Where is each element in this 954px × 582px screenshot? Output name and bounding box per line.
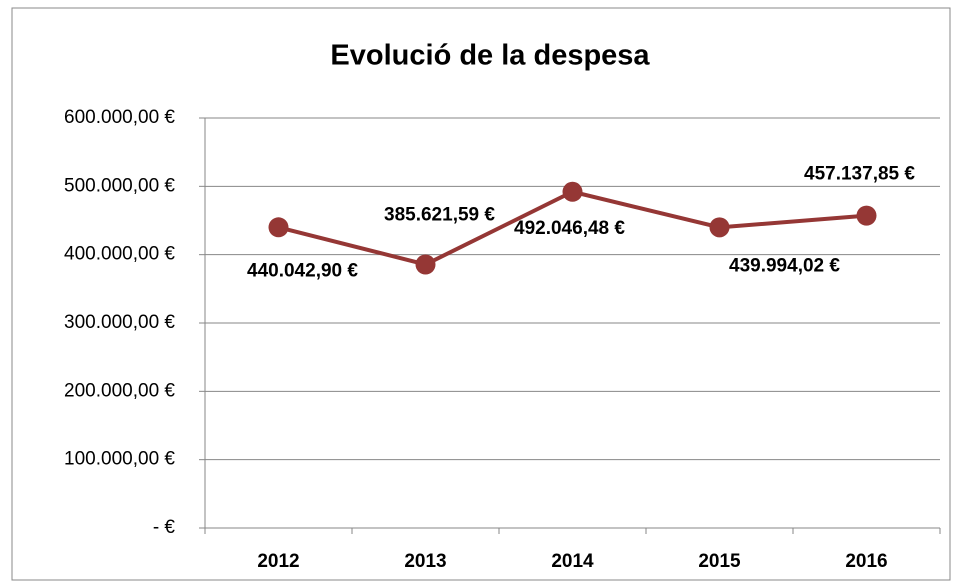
data-point: [415, 254, 436, 275]
data-point: [562, 181, 583, 202]
chart-frame: [11, 7, 951, 581]
y-tick-label: 200.000,00 €: [64, 380, 175, 401]
data-label: 439.994,02 €: [729, 255, 840, 276]
y-tick-label: - €: [153, 517, 176, 538]
x-tick-label: 2012: [257, 551, 299, 572]
x-tick-label: 2016: [845, 551, 887, 572]
data-point: [856, 205, 877, 226]
x-tick-label: 2013: [404, 551, 446, 572]
data-point: [268, 217, 289, 238]
data-label: 440.042,90 €: [247, 260, 358, 281]
x-tick-label: 2015: [698, 551, 741, 572]
chart-title: Evolució de la despesa: [330, 40, 650, 72]
y-tick-label: 600.000,00 €: [64, 107, 175, 128]
data-label: 457.137,85 €: [804, 164, 915, 185]
y-tick-label: 100.000,00 €: [64, 449, 175, 470]
data-label: 385.621,59 €: [384, 205, 495, 226]
data-label: 492.046,48 €: [514, 218, 625, 239]
y-tick-label: 300.000,00 €: [64, 312, 175, 333]
x-tick-label: 2014: [551, 551, 594, 572]
data-point: [709, 217, 730, 238]
y-tick-label: 500.000,00 €: [64, 175, 175, 196]
y-tick-label: 400.000,00 €: [64, 244, 175, 265]
